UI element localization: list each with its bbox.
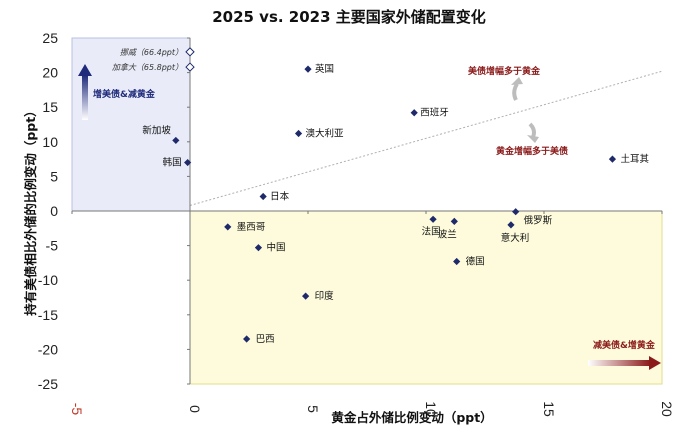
up-arrow-shaft bbox=[82, 75, 88, 120]
x-tick-label: 15 bbox=[541, 401, 557, 417]
diagonal-reference-line bbox=[189, 70, 663, 206]
offscale-data-point bbox=[185, 62, 195, 72]
data-point-label: 印度 bbox=[315, 290, 335, 302]
data-point bbox=[304, 65, 312, 73]
data-point-label: 德国 bbox=[466, 256, 485, 268]
y-tick-label: -20 bbox=[38, 341, 58, 357]
data-point-label: 意大利 bbox=[501, 232, 530, 244]
data-point-label: 英国 bbox=[315, 63, 334, 75]
curved-down-arrow-head-icon bbox=[527, 135, 539, 143]
data-point-label: 俄罗斯 bbox=[524, 215, 553, 227]
curved-up-arrow-icon bbox=[512, 82, 519, 101]
x-tick-label: 0 bbox=[187, 405, 203, 413]
chart-title: 2025 vs. 2023 主要国家外储配置变化 bbox=[212, 8, 486, 26]
y-axis-ticks: 25 20 15 10 5 0 -5 -10 -15 -20 -25 bbox=[38, 30, 190, 392]
upper-left-annotation: 增美债&减黄金 bbox=[78, 64, 156, 120]
lower-right-annotation: 减美债&增黄金 bbox=[588, 339, 661, 370]
y-tick-label: 0 bbox=[50, 203, 58, 219]
data-point-label: 中国 bbox=[266, 242, 285, 254]
upper-left-annotation-label: 增美债&减黄金 bbox=[93, 88, 156, 100]
below-line-annotation-label: 黄金增幅多于美债 bbox=[496, 145, 568, 157]
data-point bbox=[608, 155, 617, 163]
y-tick-label: -5 bbox=[46, 238, 59, 254]
data-point bbox=[172, 136, 180, 145]
x-axis-ticks: -5 0 5 10 15 20 bbox=[69, 211, 675, 417]
data-point-label: 巴西 bbox=[256, 334, 275, 345]
x-tick-label: -5 bbox=[69, 403, 85, 416]
diagonal-annotations: 美债增幅多于黄金 黄金增幅多于美债 bbox=[468, 65, 568, 157]
data-point-label: 墨西哥 bbox=[237, 222, 266, 233]
above-line-annotation-label: 美债增幅多于黄金 bbox=[468, 65, 541, 77]
y-tick-label: -15 bbox=[38, 307, 58, 323]
data-point-label: 土耳其 bbox=[620, 153, 649, 165]
y-tick-label: -25 bbox=[38, 376, 58, 392]
data-point-label: 日本 bbox=[270, 190, 290, 202]
y-tick-label: 20 bbox=[42, 65, 58, 81]
data-point bbox=[429, 215, 437, 223]
x-tick-label: 10 bbox=[423, 401, 439, 417]
data-point-label: 波兰 bbox=[438, 228, 457, 240]
lower-right-annotation-label: 减美债&增黄金 bbox=[593, 339, 656, 351]
data-point bbox=[302, 292, 310, 300]
y-tick-label: -10 bbox=[38, 272, 58, 288]
offscale-data-point-label: 挪威（66.4ppt） bbox=[120, 48, 183, 57]
data-point bbox=[512, 208, 520, 216]
y-axis-title: 持有美债相比外储的比例变动（ppt） bbox=[23, 104, 38, 315]
x-tick-label: 5 bbox=[305, 405, 321, 413]
x-axis-title: 黄金占外储比例变动（ppt） bbox=[331, 410, 492, 425]
data-point bbox=[507, 221, 515, 229]
offscale-data-point-label: 加拿大（65.8ppt） bbox=[112, 63, 183, 72]
right-arrow-shaft bbox=[588, 360, 650, 366]
data-point-label: 澳大利亚 bbox=[306, 127, 345, 139]
data-point bbox=[224, 223, 232, 231]
y-tick-label: 5 bbox=[50, 168, 58, 184]
data-point-label: 韩国 bbox=[163, 157, 182, 169]
data-point bbox=[243, 335, 251, 343]
curved-down-arrow-icon bbox=[528, 122, 536, 138]
data-point-label: 法国 bbox=[422, 225, 441, 237]
data-point bbox=[184, 158, 192, 167]
up-arrow-head-icon bbox=[78, 64, 92, 76]
x-tick-label: 20 bbox=[659, 401, 675, 417]
right-arrow-head-icon bbox=[649, 356, 661, 370]
upper-left-quadrant bbox=[71, 37, 191, 212]
data-point bbox=[294, 129, 303, 138]
data-point-label: 新加坡 bbox=[142, 124, 171, 136]
y-tick-label: 10 bbox=[42, 134, 58, 150]
lower-right-quadrant bbox=[189, 210, 663, 385]
data-point bbox=[453, 257, 461, 266]
data-point-label: 西班牙 bbox=[420, 107, 449, 119]
y-tick-label: 25 bbox=[42, 30, 58, 46]
data-point bbox=[259, 192, 267, 201]
data-point bbox=[254, 244, 263, 252]
data-point bbox=[410, 109, 418, 117]
data-point bbox=[450, 217, 458, 225]
offscale-points-layer: 挪威（66.4ppt） 加拿大（65.8ppt） bbox=[112, 47, 195, 72]
curved-up-arrow-head-icon bbox=[511, 77, 523, 85]
y-tick-label: 15 bbox=[42, 99, 58, 115]
offscale-data-point bbox=[185, 47, 195, 57]
